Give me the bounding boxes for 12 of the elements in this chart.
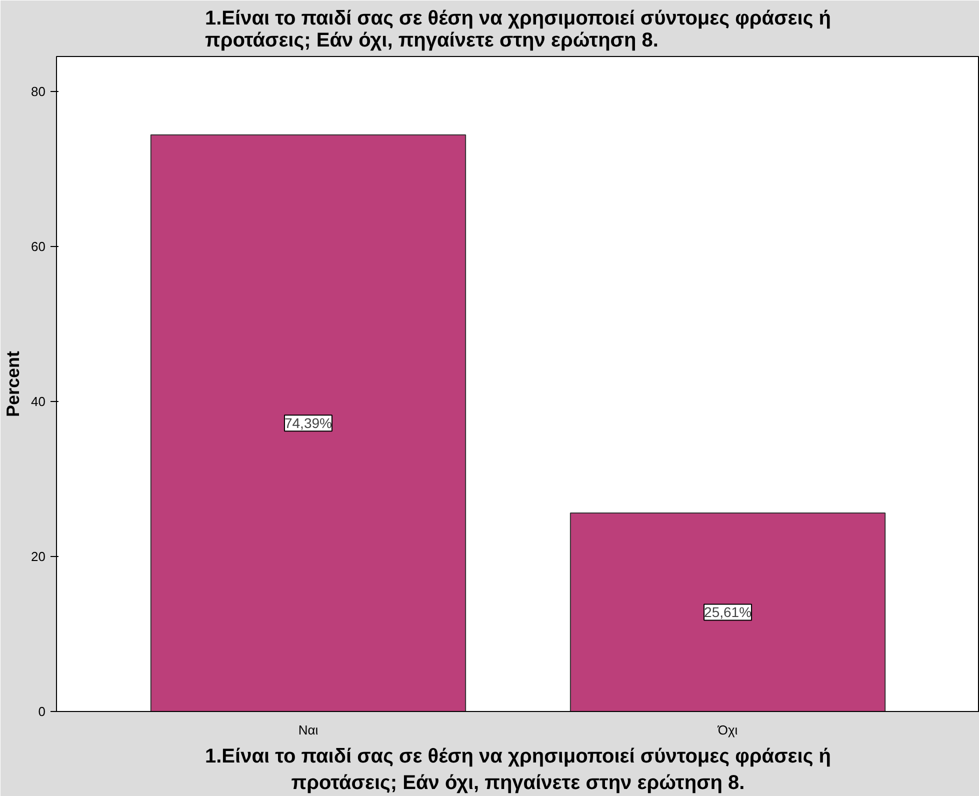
y-tick-label: 20 [31, 548, 46, 564]
y-tick-label: 60 [31, 238, 46, 254]
x-tick-label: Όχι [716, 722, 738, 738]
y-tick-label: 40 [31, 394, 46, 409]
y-axis-title: Percent [3, 350, 24, 418]
y-tick-label: 0 [38, 704, 46, 719]
data-label: 25,61% [704, 604, 752, 620]
y-tick-label: 80 [31, 84, 46, 99]
x-axis-title: 1.Είναι το παιδί σας σε θέση να χρησιμοποιεί σύντομες φράσεις ή προτάσεις; Εάν όχι, πηγαίνετε στην ερώτηση 8. [205, 746, 831, 794]
data-label: 74,39% [284, 415, 332, 432]
x-tick-label: Ναι [298, 722, 318, 738]
chart-title: 1.Είναι το παιδί σας σε θέση να χρησιμοποιεί σύντομες φράσεις ή προτάσεις; Εάν όχι, πηγαίνετε στην ερώτηση 8. [205, 8, 831, 52]
